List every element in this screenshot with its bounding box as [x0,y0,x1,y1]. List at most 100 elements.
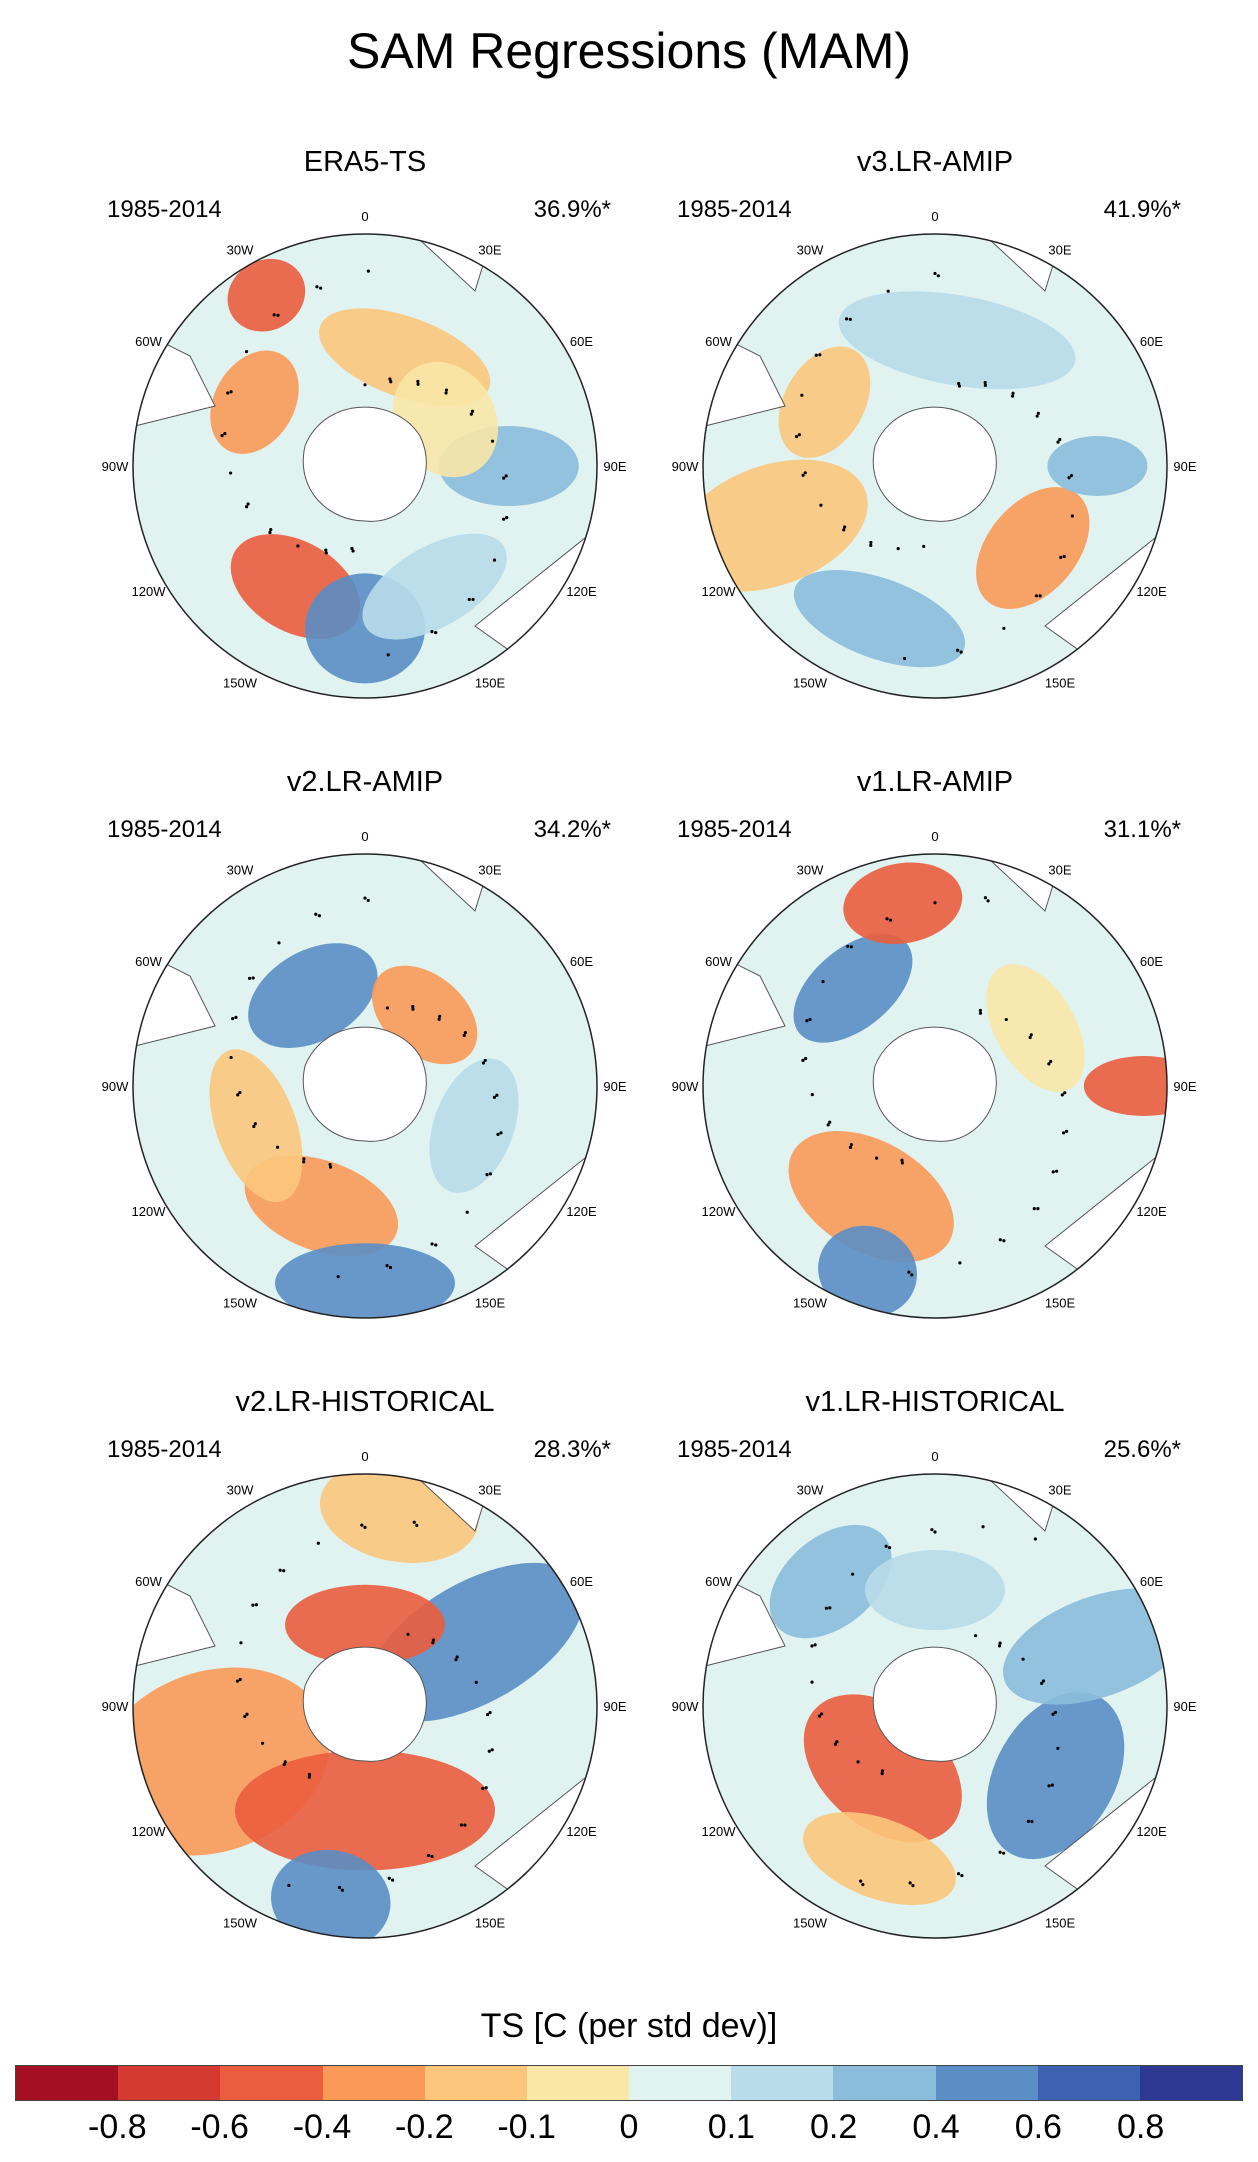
significance-stipple [801,1058,805,1062]
colorbar-swatch [1037,2066,1140,2100]
anomaly-region [976,487,1090,609]
significance-stipple [485,1173,489,1177]
significance-stipple [849,1142,853,1147]
significance-stipple [366,898,370,903]
map-panel-v3-amip: v3.LR-AMIP 1985-2014 41.9%* 0 30E 60E 90E 12… [645,146,1225,706]
map-boundary [702,233,1168,699]
longitude-label: 60E [1140,1574,1163,1589]
significance-stipple [1056,1746,1060,1750]
significance-stipple [842,528,846,532]
significance-stipple [826,1123,830,1127]
significance-stipple [810,1092,814,1097]
significance-stipple [1063,1091,1067,1095]
significance-stipple [307,1775,311,1779]
anomaly-region [1083,1056,1167,1116]
significance-stipple [1026,1819,1031,1823]
map-boundary [702,853,1168,1319]
significance-stipple [930,1528,934,1532]
significance-stipple [504,474,508,478]
longitude-label: 120E [1136,584,1167,599]
significance-stipple [828,1606,832,1610]
colorbar-swatch [629,2066,732,2100]
significance-stipple [235,1679,240,1683]
significance-stipple [438,1014,442,1018]
significance-stipple [805,1019,809,1023]
significance-stipple [416,382,420,386]
anomaly-region [793,933,913,1043]
significance-stipple [387,1876,391,1880]
significance-stipple [481,1061,486,1065]
anomaly-region [429,1058,519,1193]
significance-stipple [1047,1784,1051,1788]
panel-period: 1985-2014 [107,816,222,843]
anomaly-region [248,943,378,1048]
significance-stipple [363,1525,367,1529]
significance-stipple [469,412,473,416]
panel-title: v1.LR-HISTORICAL [805,1386,1065,1418]
significance-stipple [869,543,873,547]
significance-stipple [849,945,853,949]
significance-stipple [316,1541,320,1545]
significance-stipple [462,1033,466,1038]
significance-stipple [983,380,987,385]
significance-stipple [236,1093,240,1097]
significance-stipple [486,1712,490,1717]
significance-stipple [986,899,990,903]
antarctica-landmass [872,1646,997,1762]
colorbar-swatch [118,2066,221,2100]
longitude-label: 30E [1048,1482,1071,1497]
significance-stipple [502,476,506,480]
significance-stipple [902,656,907,661]
significance-stipple [888,918,893,922]
colorbar-tick-label: 0.8 [1117,2108,1165,2146]
significance-stipple [998,1641,1002,1645]
longitude-label: 30W [797,1482,824,1497]
panel-variance: 25.6%* [1103,1436,1181,1463]
significance-stipple [324,548,328,552]
anomaly-region [769,1524,892,1639]
significance-stipple [471,597,475,602]
significance-stipple [1059,555,1063,559]
significance-stipple [444,388,449,392]
significance-stipple [268,530,272,535]
significance-stipple [385,1006,389,1010]
significance-stipple [220,434,224,438]
colorbar-tick-label: 0.2 [810,2108,858,2146]
longitude-label: 30E [478,862,501,877]
longitude-label: 90W [672,1079,699,1094]
significance-stipple [1041,1679,1046,1683]
antarctica-landmass [872,1026,997,1142]
longitude-label: 150E [1045,676,1076,691]
significance-stipple [502,517,506,521]
significance-stipple [1034,594,1039,598]
significance-stipple [819,1712,824,1716]
significance-stipple [978,1011,983,1015]
significance-stipple [1002,1239,1006,1243]
significance-stipple [350,546,354,551]
significance-stipple [238,1677,242,1682]
significance-stipple [484,1786,488,1790]
significance-stipple [851,1572,855,1576]
significance-stipple [846,944,850,948]
significance-stipple [412,1520,416,1524]
map-boundary [132,233,598,699]
significance-stipple [1028,1035,1032,1040]
longitude-label: 60E [570,1574,593,1589]
panel-title: v2.LR-AMIP [286,766,444,798]
panel-variance: 28.3%* [533,1436,611,1463]
longitude-label: 60W [705,954,732,969]
anomaly-region [275,1243,455,1318]
panel-period: 1985-2014 [107,196,222,223]
significance-stipple [936,274,940,278]
colorbar-tick-label: 0 [619,2108,639,2146]
panel-title: v2.LR-HISTORICAL [235,1386,495,1418]
significance-stipple [282,1763,286,1767]
significance-stipple [886,289,890,293]
significance-stipple [278,1568,282,1572]
significance-stipple [431,1638,436,1642]
significance-stipple [956,1872,961,1876]
polar-map: 030E60E90E120E150E180150W120W90W60W30W [102,209,627,699]
significance-stipple [328,1162,332,1167]
significance-stipple [276,313,280,317]
significance-stipple [495,1093,499,1097]
